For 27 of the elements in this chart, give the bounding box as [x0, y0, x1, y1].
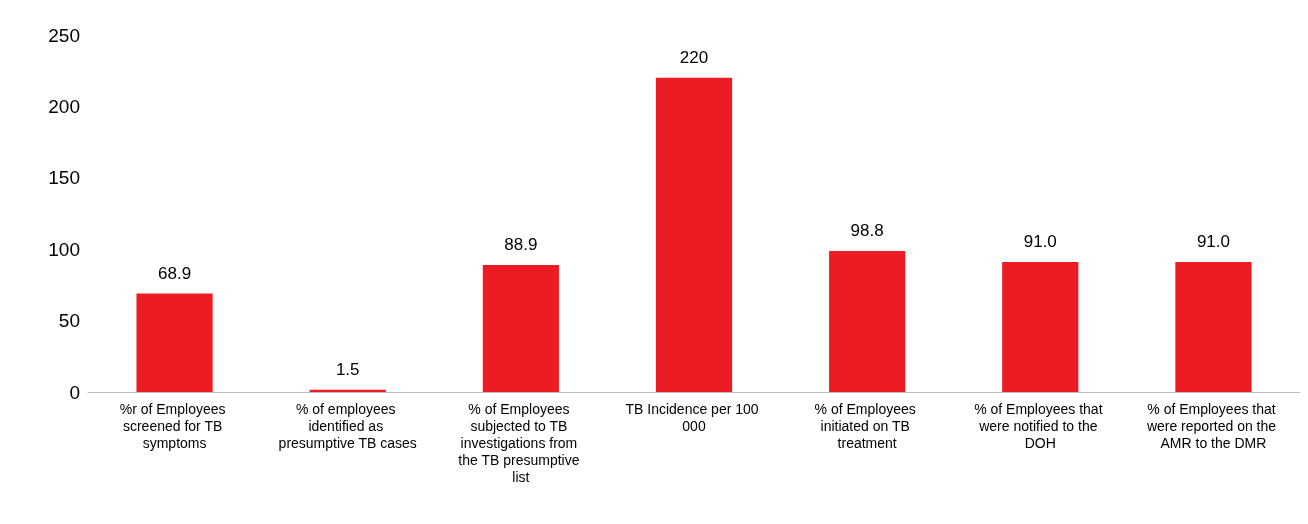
x-tick-label: % of Employees subjected to TB investigations from the TB presumptive list [458, 400, 584, 485]
data-label: 88.9 [504, 235, 538, 255]
data-label: 1.5 [335, 359, 360, 379]
x-tick-label: % of Employees that were notified to the DOH [974, 400, 1107, 451]
data-label: 91.0 [1023, 232, 1057, 252]
bar [309, 389, 386, 392]
bar [1175, 262, 1252, 392]
y-tick-label: 100 [48, 238, 80, 260]
bar [655, 77, 733, 392]
data-label: 220 [679, 47, 709, 67]
bar [482, 265, 559, 392]
data-label: 91.0 [1196, 232, 1230, 252]
data-label: 68.9 [158, 263, 192, 283]
x-tick-label: % of Employees that were reported on the AMR to the DMR [1145, 400, 1280, 451]
y-tick-label: 150 [48, 167, 80, 189]
x-tick-label: %r of Employees screened for TB symptoms [119, 400, 230, 451]
bar [829, 250, 906, 392]
x-tick-label: TB Incidence per 100 000 [625, 400, 763, 434]
x-tick-label: % of employees identified as presumptive TB cases [278, 400, 417, 451]
y-tick-label: 250 [48, 24, 80, 46]
y-tick-label: 200 [48, 95, 80, 117]
y-tick-label: 50 [58, 310, 80, 332]
bar [136, 293, 213, 392]
bar [1002, 262, 1079, 392]
x-tick-label: % of Employees initiated on TB treatment [814, 400, 920, 451]
data-label: 98.8 [850, 220, 884, 240]
y-tick-label: 0 [69, 381, 80, 403]
